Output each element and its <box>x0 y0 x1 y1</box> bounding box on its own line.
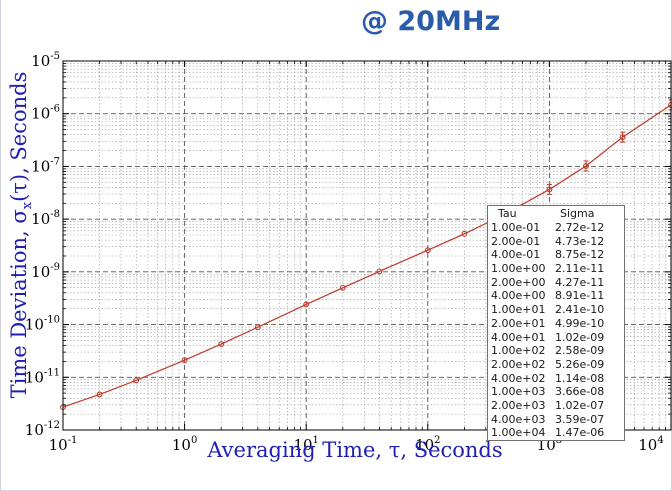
header-tau: Tau <box>498 207 517 220</box>
table-row: 2.00e+01 4.99e-10 <box>488 317 624 331</box>
chart-title: @ 20MHz <box>361 6 501 37</box>
sigma-cell: 3.59e-07 <box>555 412 605 426</box>
tau-cell: 1.00e+03 <box>491 385 546 399</box>
table-row: 2.00e+02 5.26e-09 <box>488 358 624 372</box>
sigma-cell: 8.75e-12 <box>555 248 605 262</box>
data-point <box>376 268 383 275</box>
tau-cell: 4.00e+02 <box>491 371 546 385</box>
sigma-cell: 2.58e-09 <box>555 344 605 358</box>
data-point <box>619 134 626 141</box>
data-point <box>546 186 553 193</box>
sigma-cell: 2.11e-11 <box>555 262 605 276</box>
tau-cell: 1.00e+01 <box>491 303 546 317</box>
axes <box>62 60 672 431</box>
sigma-cell: 4.99e-10 <box>555 316 605 330</box>
series-line <box>62 104 672 408</box>
y-tick-label: 10-6 <box>31 104 60 123</box>
tau-cell: 1.00e+02 <box>491 344 546 358</box>
x-tick-label: 100 <box>172 435 197 454</box>
y-tick-label: 10-8 <box>31 209 60 228</box>
table-row: 4.00e+00 8.91e-11 <box>488 289 624 303</box>
tau-cell: 2.00e-01 <box>491 234 541 248</box>
y-tick-label: 10-12 <box>25 420 60 439</box>
table-row: 1.00e+03 3.66e-08 <box>488 385 624 399</box>
sigma-cell: 2.72e-12 <box>555 221 605 234</box>
table-row: 4.00e+02 1.14e-08 <box>488 372 624 386</box>
data-table-header: Tau Sigma <box>488 206 624 221</box>
tau-cell: 2.00e+00 <box>491 275 546 289</box>
y-tick-label: 10-5 <box>31 51 60 70</box>
sigma-cell: 1.02e-09 <box>555 330 605 344</box>
sigma-cell: 3.66e-08 <box>555 385 605 399</box>
data-point <box>303 301 310 308</box>
data-point <box>339 284 346 291</box>
tau-cell: 2.00e+03 <box>491 398 546 412</box>
tau-cell: 2.00e+01 <box>491 316 546 330</box>
table-row: 1.00e+01 2.41e-10 <box>488 303 624 317</box>
table-row: 4.00e-01 8.75e-12 <box>488 248 624 262</box>
y-tick-label: 10-11 <box>25 367 60 386</box>
tau-cell: 1.00e+04 <box>491 426 546 440</box>
y-axis-label: Time Deviation, σx(τ), Seconds <box>6 71 36 399</box>
tau-cell: 4.00e-01 <box>491 248 541 262</box>
tau-cell: 1.00e-01 <box>491 221 541 234</box>
y-tick-labels: 10-12 10-11 10-10 10-9 10-8 10-7 10-6 10-5 <box>25 51 60 439</box>
data-point <box>461 230 468 237</box>
table-row: 1.00e+02 2.58e-09 <box>488 344 624 358</box>
data-point <box>96 391 103 398</box>
sigma-cell: 4.73e-12 <box>555 234 605 248</box>
table-row: 2.00e-01 4.73e-12 <box>488 235 624 249</box>
table-row: 1.00e+04 1.47e-06 <box>488 426 624 440</box>
data-table: Tau Sigma 1.00e-01 2.72e-12 2.00e-01 4.73e-… <box>487 205 625 441</box>
tau-cell: 4.00e+01 <box>491 330 546 344</box>
sigma-cell: 8.91e-11 <box>555 289 605 303</box>
data-point <box>583 163 589 169</box>
plot-frame <box>62 60 672 431</box>
fit-line-layer <box>62 104 672 408</box>
sigma-cell: 1.02e-07 <box>555 398 605 412</box>
x-tick-label: 102 <box>415 435 440 454</box>
tau-cell: 4.00e+03 <box>491 412 546 426</box>
data-point <box>181 357 188 364</box>
x-tick-label: 10-1 <box>49 435 78 454</box>
y-tick-label: 10-10 <box>25 315 60 334</box>
sigma-cell: 1.47e-06 <box>555 426 605 440</box>
x-tick-label: 101 <box>293 435 318 454</box>
tau-cell: 2.00e+02 <box>491 357 546 371</box>
header-sigma: Sigma <box>560 207 595 220</box>
tau-cell: 4.00e+00 <box>491 289 546 303</box>
table-row: 4.00e+01 1.02e-09 <box>488 331 624 345</box>
sigma-cell: 1.14e-08 <box>555 371 605 385</box>
data-point <box>218 341 225 348</box>
sigma-cell: 5.26e-09 <box>555 357 605 371</box>
data-table-body: 1.00e-01 2.72e-12 2.00e-01 4.73e-12 4.00e-01… <box>488 221 624 440</box>
table-row: 1.00e+00 2.11e-11 <box>488 262 624 276</box>
sigma-cell: 4.27e-11 <box>555 275 605 289</box>
tau-cell: 1.00e+00 <box>491 262 546 276</box>
data-point <box>133 377 140 384</box>
x-tick-label: 104 <box>638 435 663 454</box>
data-point <box>424 247 431 254</box>
y-tick-label: 10-9 <box>31 262 60 281</box>
table-row: 1.00e-01 2.72e-12 <box>488 221 624 235</box>
table-row: 2.00e+00 4.27e-11 <box>488 276 624 290</box>
table-row: 4.00e+03 3.59e-07 <box>488 413 624 427</box>
sigma-cell: 2.41e-10 <box>555 303 605 317</box>
data-point <box>254 324 261 331</box>
y-axis-label-wrap: Time Deviation, σx(τ), Seconds <box>7 40 35 430</box>
y-tick-label: 10-7 <box>31 156 60 175</box>
x-axis-label: Averaging Time, τ, Seconds <box>207 438 503 462</box>
table-row: 2.00e+03 1.02e-07 <box>488 399 624 413</box>
